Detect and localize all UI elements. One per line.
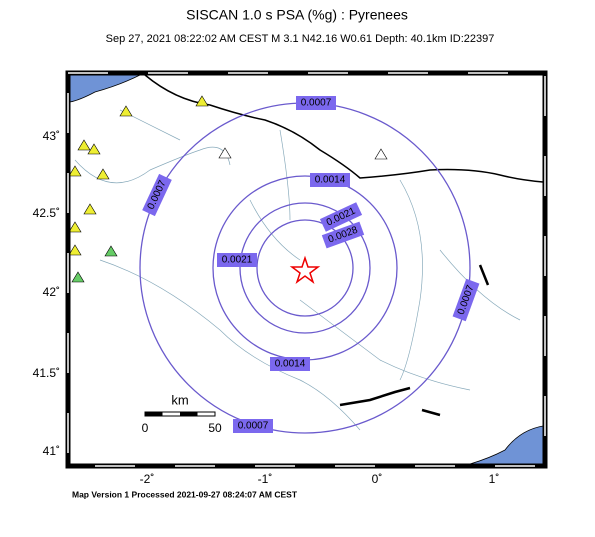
subtitle: Sep 27, 2021 08:22:02 AM CEST M 3.1 N42.…	[106, 33, 495, 45]
sea	[69, 74, 141, 103]
contour-label-box	[270, 357, 310, 371]
contour-label-text: 0.0021	[222, 255, 253, 266]
contour-label-box	[452, 278, 480, 322]
rivers	[74, 109, 521, 431]
scale-bar: km 0 50	[142, 392, 222, 435]
lat-label: 42.5˚	[33, 206, 60, 220]
lat-label: 42˚	[43, 285, 60, 299]
contour-label: 0.0021	[217, 253, 257, 267]
lakes	[339, 264, 490, 417]
scale-start: 0	[142, 421, 149, 435]
contour-label-box	[319, 202, 363, 232]
lat-label: 43˚	[43, 129, 60, 143]
title: SISCAN 1.0 s PSA (%g) : Pyrenees	[186, 7, 408, 23]
contour-label-text: 0.0014	[315, 175, 346, 186]
contour-label: 0.0014	[270, 357, 310, 371]
lon-label: -1˚	[258, 472, 273, 486]
contour-label-box	[142, 173, 172, 217]
contour-label: 0.0007	[233, 419, 273, 433]
contours: 0.00070.00070.00070.00070.00140.00140.00…	[139, 96, 480, 434]
scale-end: 50	[208, 421, 222, 435]
contour-label-box	[233, 419, 273, 433]
lon-label: 1˚	[489, 472, 500, 486]
contour-line	[239, 202, 371, 334]
lon-label: 0˚	[372, 472, 383, 486]
stations	[68, 95, 388, 283]
axes: -2˚ -1˚ 0˚ 1˚ 43˚ 42.5˚ 42˚ 41.5˚ 41˚	[33, 129, 500, 486]
contour-label-box	[296, 96, 336, 110]
frame-ticks	[67, 72, 546, 467]
land	[68, 73, 545, 466]
border	[144, 74, 544, 183]
sea	[469, 425, 544, 465]
footer: Map Version 1 Processed 2021-09-27 08:24…	[72, 489, 298, 499]
contour-line	[256, 219, 354, 317]
map-area: 0.00070.00070.00070.00070.00140.00140.00…	[65, 70, 548, 469]
scale-unit: km	[171, 392, 188, 407]
contour-label-text: 0.0007	[301, 98, 332, 109]
lat-label: 41.5˚	[33, 366, 60, 380]
contour-label: 0.0007	[296, 96, 336, 110]
contour-label-box	[217, 253, 257, 267]
contour-label-text: 0.0014	[275, 359, 306, 370]
contour-label: 0.0014	[310, 173, 350, 187]
contour-label-box	[321, 221, 365, 249]
lat-label: 41˚	[43, 444, 60, 458]
contour-label-text: 0.0007	[238, 421, 269, 432]
lon-label: -2˚	[140, 472, 155, 486]
epicenter	[289, 255, 321, 285]
contour-label-box	[310, 173, 350, 187]
